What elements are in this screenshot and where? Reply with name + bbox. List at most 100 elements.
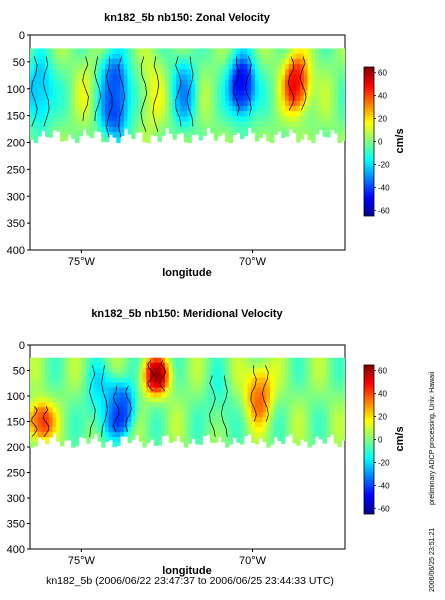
velocity-cell: [101, 362, 106, 369]
velocity-cell: [198, 121, 204, 128]
contour-line: [175, 56, 182, 127]
velocity-cell: [165, 377, 170, 384]
velocity-cell: [296, 79, 301, 86]
velocity-cell: [30, 372, 35, 379]
velocity-cell: [213, 126, 219, 133]
velocity-cell: [273, 432, 279, 438]
velocity-cell: [232, 79, 237, 86]
velocity-cell: [315, 48, 320, 55]
velocity-cell: [90, 387, 95, 394]
velocity-cell: [217, 132, 222, 137]
velocity-cell: [213, 392, 219, 399]
velocity-cell: [153, 79, 159, 86]
velocity-cell: [127, 437, 132, 443]
velocity-cell: [221, 372, 226, 379]
contour-line: [101, 365, 108, 437]
velocity-cell: [206, 100, 211, 107]
velocity-cell: [251, 437, 256, 443]
velocity-cell: [258, 397, 264, 403]
velocity-cell: [131, 367, 136, 374]
velocity-cell: [105, 132, 110, 138]
velocity-cell: [41, 90, 46, 97]
velocity-cell: [300, 387, 305, 394]
velocity-cell: [150, 111, 155, 117]
velocity-cell: [240, 105, 245, 112]
velocity-cell: [67, 412, 72, 418]
velocity-cell: [315, 412, 320, 418]
velocity-cell: [288, 357, 294, 364]
velocity-cell: [236, 105, 241, 112]
velocity-cell: [240, 387, 245, 394]
velocity-cell: [318, 53, 324, 60]
velocity-cell: [97, 48, 102, 55]
velocity-cell: [135, 111, 140, 117]
velocity-cell: [206, 105, 211, 112]
velocity-cell: [67, 437, 72, 441]
velocity-cell: [176, 95, 181, 102]
velocity-cell: [198, 137, 204, 141]
colorbar-tick-label: -40: [378, 183, 390, 192]
velocity-cell: [161, 392, 166, 399]
velocity-cell: [56, 126, 61, 132]
velocity-cell: [108, 362, 114, 369]
velocity-cell: [300, 392, 305, 399]
velocity-cell: [236, 422, 241, 428]
velocity-cell: [157, 387, 162, 394]
velocity-cell: [315, 407, 320, 413]
velocity-cell: [258, 427, 264, 433]
velocity-cell: [281, 58, 286, 65]
velocity-cell: [262, 105, 267, 112]
velocity-cell: [112, 116, 117, 123]
velocity-cell: [45, 132, 50, 137]
velocity-cell: [142, 387, 147, 394]
velocity-cell: [146, 64, 151, 70]
velocity-cell: [318, 357, 324, 364]
velocity-cell: [296, 69, 301, 76]
velocity-cell: [183, 53, 189, 60]
velocity-cell: [303, 417, 309, 423]
velocity-cell: [153, 372, 159, 379]
velocity-cell: [315, 362, 320, 369]
velocity-cell: [311, 412, 316, 418]
velocity-cell: [225, 48, 230, 55]
velocity-cell: [206, 402, 211, 408]
velocity-cell: [281, 132, 286, 138]
velocity-cell: [142, 417, 147, 423]
velocity-cell: [138, 126, 144, 133]
velocity-cell: [112, 126, 117, 133]
velocity-cell: [258, 382, 264, 389]
velocity-cell: [153, 387, 159, 394]
velocity-cell: [303, 85, 309, 91]
velocity-cell: [161, 105, 166, 112]
velocity-cell: [195, 377, 200, 384]
velocity-cell: [333, 90, 339, 97]
velocity-cell: [146, 116, 151, 123]
velocity-cell: [251, 74, 256, 81]
velocity-cell: [146, 100, 151, 107]
velocity-cell: [285, 126, 290, 133]
velocity-cell: [311, 74, 316, 81]
velocity-cell: [225, 53, 230, 60]
velocity-cell: [240, 95, 245, 102]
velocity-cell: [56, 382, 61, 389]
velocity-cell: [180, 397, 185, 403]
velocity-cell: [135, 100, 140, 107]
velocity-cell: [307, 442, 312, 448]
velocity-cell: [247, 412, 252, 418]
velocity-cell: [131, 116, 136, 123]
velocity-cell: [258, 437, 264, 439]
velocity-cell: [93, 100, 99, 107]
velocity-cell: [30, 442, 35, 448]
velocity-cell: [142, 111, 147, 117]
y-tick-label: 200: [7, 442, 25, 454]
velocity-cell: [101, 427, 106, 433]
velocity-cell: [243, 48, 249, 55]
velocity-cell: [262, 69, 267, 76]
velocity-cell: [187, 402, 192, 408]
velocity-cell: [187, 362, 192, 369]
velocity-cell: [131, 95, 136, 102]
velocity-cell: [138, 422, 144, 428]
velocity-cell: [146, 69, 151, 76]
velocity-cell: [187, 437, 192, 443]
velocity-cell: [82, 95, 87, 102]
